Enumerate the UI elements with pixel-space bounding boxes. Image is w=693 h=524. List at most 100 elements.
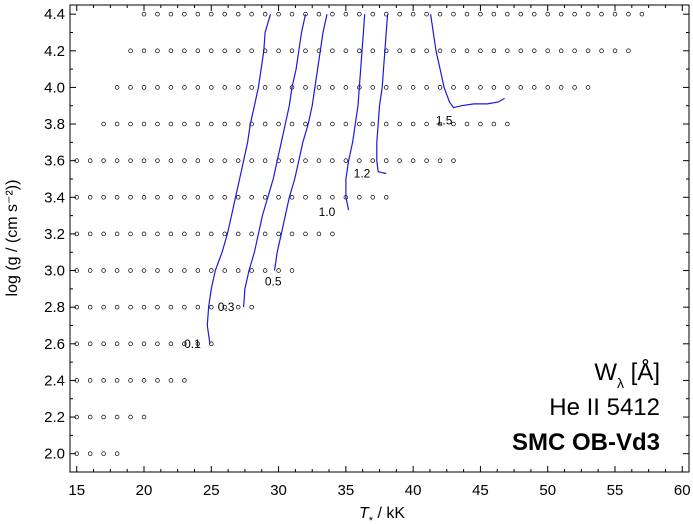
grid-model-point — [383, 195, 389, 200]
grid-model-point — [141, 48, 147, 54]
grid-model-point — [141, 378, 147, 383]
grid-model-point — [585, 11, 591, 17]
grid-model-point — [599, 11, 604, 17]
grid-model-point — [330, 11, 335, 17]
grid-model-point — [101, 121, 106, 127]
y-tick-label: 2.8 — [44, 299, 65, 316]
grid-model-point — [114, 158, 120, 163]
grid-model-point — [168, 268, 174, 273]
y-tick-label: 2.6 — [44, 336, 65, 353]
grid-model-point — [128, 414, 133, 420]
grid-model-point — [87, 158, 93, 163]
grid-model-point — [114, 378, 120, 383]
grid-model-point — [235, 11, 241, 17]
grid-model-point — [330, 195, 335, 200]
grid-model-point — [182, 231, 187, 237]
grid-model-point — [437, 11, 443, 17]
grid-model-point — [249, 195, 254, 200]
grid-model-point — [397, 48, 402, 54]
grid-model-point — [209, 121, 214, 127]
grid-model-point — [518, 11, 524, 17]
y-tick-label: 4.0 — [44, 79, 65, 96]
grid-model-point — [128, 231, 133, 237]
grid-model-point — [114, 85, 120, 90]
grid-model-point — [114, 195, 120, 200]
grid-model-point — [128, 268, 133, 273]
contour-line-0.5 — [273, 14, 328, 271]
grid-model-point — [370, 85, 376, 90]
grid-model-point — [101, 304, 106, 310]
y-tick-label: 2.0 — [44, 446, 65, 463]
grid-model-point — [531, 11, 537, 17]
grid-model-point — [141, 11, 147, 17]
grid-model-point — [531, 48, 537, 54]
contour-label-1.5: 1.5 — [436, 113, 453, 127]
grid-model-point — [195, 231, 201, 237]
grid-model-point — [101, 158, 106, 163]
grid-model-point — [235, 304, 241, 310]
grid-model-point — [303, 195, 308, 200]
grid-model-point — [424, 121, 429, 127]
grid-model-point — [74, 451, 79, 456]
y-tick-label: 4.2 — [44, 43, 65, 60]
grid-model-point — [343, 158, 349, 163]
grid-model-point — [87, 304, 93, 310]
grid-model-point — [464, 121, 470, 127]
grid-model-point — [424, 158, 429, 163]
y-tick-label: 3.6 — [44, 153, 65, 170]
grid-model-point — [114, 341, 120, 347]
grid-model-point — [155, 158, 160, 163]
grid-model-point — [262, 158, 268, 163]
grid-model-point — [155, 85, 160, 90]
grid-model-point — [491, 11, 497, 17]
grid-model-point — [235, 158, 241, 163]
grid-model-point — [128, 158, 133, 163]
grid-model-point — [289, 11, 295, 17]
grid-model-point — [262, 85, 268, 90]
x-tick-label: 20 — [136, 482, 153, 499]
grid-model-point — [182, 48, 187, 54]
grid-model-point — [209, 48, 214, 54]
grid-model-point — [182, 11, 187, 17]
y-tick-label: 3.8 — [44, 116, 65, 133]
x-tick-label: 60 — [674, 482, 691, 499]
grid-model-point — [128, 378, 133, 383]
grid-model-point — [182, 341, 187, 347]
grid-model-point — [114, 121, 120, 127]
grid-model-point — [209, 304, 214, 310]
x-tick-label: 25 — [203, 482, 220, 499]
grid-model-point — [87, 378, 93, 383]
grid-model-point — [155, 121, 160, 127]
grid-model-point — [87, 268, 93, 273]
grid-model-point — [114, 268, 120, 273]
annotation-line-2: He II 5412 — [549, 394, 660, 421]
grid-model-point — [209, 231, 214, 237]
grid-model-point — [128, 48, 133, 54]
grid-model-point — [410, 85, 416, 90]
grid-model-point — [316, 231, 322, 237]
grid-model-point — [222, 121, 228, 127]
grid-model-point — [235, 121, 241, 127]
grid-model-point — [424, 85, 429, 90]
grid-model-point — [330, 158, 335, 163]
grid-model-point — [155, 231, 160, 237]
y-tick-label: 4.4 — [44, 6, 65, 23]
grid-model-point — [168, 341, 174, 347]
grid-model-point — [316, 11, 322, 17]
grid-model-point — [222, 231, 228, 237]
grid-model-point — [478, 48, 483, 54]
grid-model-point — [235, 195, 241, 200]
grid-model-point — [195, 268, 201, 273]
grid-model-point — [222, 85, 228, 90]
grid-model-point — [370, 121, 376, 127]
grid-model-point — [101, 341, 106, 347]
grid-model-point — [235, 268, 241, 273]
grid-model-point — [141, 231, 147, 237]
grid-model-point — [276, 48, 281, 54]
grid-model-point — [424, 11, 429, 17]
grid-model-point — [410, 48, 416, 54]
grid-model-point — [383, 158, 389, 163]
grid-model-point — [330, 231, 335, 237]
grid-model-point — [478, 121, 483, 127]
contour-line-1.0 — [345, 14, 366, 211]
